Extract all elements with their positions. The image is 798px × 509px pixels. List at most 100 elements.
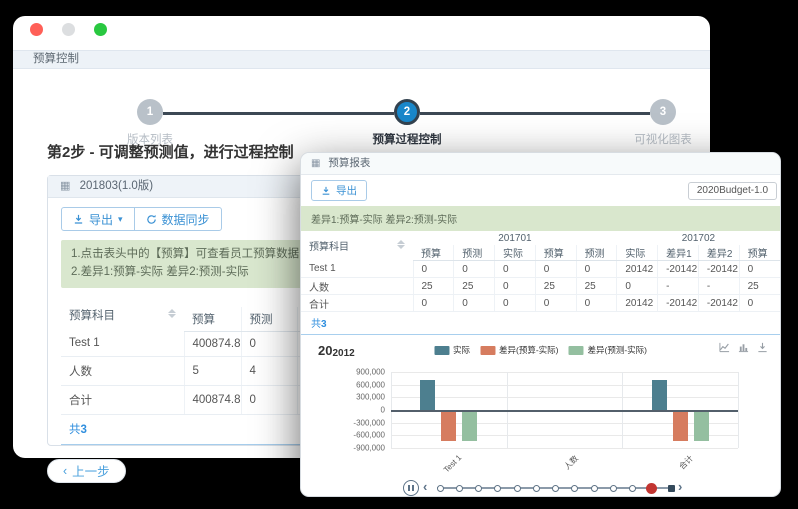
x-axis-label: 人数 <box>561 453 580 472</box>
timeline-node-202005[interactable] <box>513 484 521 492</box>
subject-col-label: 预算科目 <box>69 309 115 322</box>
timeline-label: 汇总 <box>656 496 686 497</box>
timeline-node-202003[interactable] <box>475 484 482 492</box>
timeline-node-202008[interactable] <box>571 484 579 492</box>
timeline: ‹ › 202001202002202003202004202005202006… <box>301 477 780 497</box>
cell-subject: 合计 <box>301 294 413 312</box>
sort-icon[interactable] <box>168 308 176 318</box>
report-column-header[interactable]: 实际 <box>616 245 658 261</box>
export-button[interactable]: 导出 ▾ <box>61 207 135 231</box>
cell-value: -20142 <box>657 294 699 312</box>
cell-value: 0 <box>412 294 454 312</box>
report-column-header[interactable]: 预测 <box>453 245 495 261</box>
prev-step-button[interactable]: ‹ 上一步 <box>47 458 126 483</box>
report-table-body: Test 1 0 0 0 0 0 20142 -20142 -20142 0 人数 25 25 0 25 25… <box>301 260 780 312</box>
timeline-node-202004[interactable] <box>494 484 502 492</box>
cell-value: -20142 <box>697 260 740 278</box>
timeline-label: 202005 <box>502 496 532 497</box>
timeline-node-summary[interactable] <box>667 484 675 492</box>
timeline-label: 202002 <box>444 496 474 497</box>
gridline <box>391 448 738 449</box>
sort-icon[interactable] <box>397 240 405 250</box>
stepper: 1 版本列表 2 预算过程控制 3 可视化图表 <box>13 69 710 146</box>
close-window-button[interactable] <box>30 23 43 36</box>
report-table-row[interactable]: 合计 0 0 0 0 0 20142 -20142 -20142 0 <box>301 294 780 312</box>
period-group-header-201701: 201701 <box>498 232 532 244</box>
cell-value: 0 <box>240 331 297 357</box>
legend-item-2[interactable]: 差异(预测-实际) <box>568 344 647 356</box>
stepper-connector <box>163 112 394 115</box>
timeline-node-202009[interactable] <box>590 484 598 492</box>
cell-value: 0 <box>738 294 780 312</box>
report-table-row[interactable]: 人数 25 25 0 25 25 0- -25 <box>301 277 780 295</box>
timeline-label: 202010 <box>598 496 628 497</box>
report-column-header[interactable]: 实际 <box>494 245 536 261</box>
cell-value: 0 <box>494 294 536 312</box>
report-subheader-row: 预算 预测 实际 预算 预测 实际 差异1 差异2 预算 <box>301 245 780 261</box>
timeline-label: 202003 <box>464 496 494 497</box>
chart-bar-s0-c2[interactable] <box>651 380 667 410</box>
legend-item-0[interactable]: 实际 <box>433 344 470 356</box>
cell-value: 0 <box>453 294 495 312</box>
cell-value: 0 <box>240 385 297 415</box>
timeline-label: 202012 <box>637 496 667 497</box>
zoom-window-button[interactable] <box>94 23 107 36</box>
save-image-icon[interactable] <box>757 342 768 353</box>
chart-bar-s2-c0[interactable] <box>462 410 478 442</box>
cell-value: 0 <box>534 260 577 278</box>
timeline-label: 202004 <box>483 496 513 497</box>
cell-subject: 合计 <box>61 385 184 415</box>
stepper-connector <box>420 112 650 115</box>
legend-item-1[interactable]: 差异(预算-实际) <box>480 344 559 356</box>
app-title: 预算控制 <box>33 53 79 65</box>
report-column-header[interactable]: 预测 <box>575 245 617 261</box>
report-column-header[interactable]: 差异1 <box>657 245 699 261</box>
refresh-icon <box>146 214 156 224</box>
timeline-node-202002[interactable] <box>455 484 463 492</box>
cell-value: 0 <box>494 277 536 295</box>
chart-bar-s0-c0[interactable] <box>420 380 436 410</box>
stepper-step-2[interactable]: 2 <box>394 99 420 125</box>
column-header[interactable]: 预算 <box>184 306 241 332</box>
timeline-label: 202009 <box>579 496 609 497</box>
column-header-subject[interactable]: 预算科目 <box>61 299 184 332</box>
chart-legend: 实际 差异(预算-实际) 差异(预测-实际) <box>433 344 647 356</box>
timeline-node-202011[interactable] <box>629 484 636 492</box>
report-export-button[interactable]: 导出 <box>311 180 367 201</box>
chart-bar-s1-c0[interactable] <box>441 410 457 442</box>
report-column-header[interactable]: 差异2 <box>697 245 740 261</box>
stepper-step-1[interactable]: 1 <box>137 99 163 125</box>
report-column-header[interactable]: 预算 <box>413 245 454 261</box>
timeline-node-current[interactable] <box>646 482 658 494</box>
stepper-step-3[interactable]: 3 <box>650 99 676 125</box>
line-chart-icon[interactable] <box>719 342 730 353</box>
bar-chart-icon[interactable] <box>738 342 749 353</box>
timeline-play-button[interactable] <box>403 480 419 496</box>
version-select[interactable]: 2020Budget-1.0 <box>687 182 777 200</box>
chart-toolbox <box>719 342 768 353</box>
chart-bar-s1-c2[interactable] <box>672 410 688 442</box>
timeline-node-202006[interactable] <box>532 484 540 492</box>
report-column-header[interactable]: 预算 <box>534 245 577 261</box>
y-axis-label: 0 <box>380 405 385 415</box>
timeline-prev-arrow[interactable]: ‹ <box>423 479 428 494</box>
timeline-node-202007[interactable] <box>552 484 559 492</box>
gridline <box>391 384 738 386</box>
report-table-row[interactable]: Test 1 0 0 0 0 0 20142 -20142 -20142 0 <box>301 260 780 278</box>
data-sync-button[interactable]: 数据同步 <box>133 207 222 231</box>
column-header[interactable]: 预测 <box>240 306 297 332</box>
timeline-node-202010[interactable] <box>609 484 617 492</box>
timeline-next-arrow[interactable]: › <box>678 479 683 494</box>
chart-plot: 900,000 600,000 300,000 0 -300,000 -600,000 -9… <box>353 368 739 474</box>
x-axis-label: 合计 <box>677 453 696 472</box>
cell-value: 0 <box>453 260 495 278</box>
report-column-header-subject[interactable]: 预算科目 <box>301 231 413 261</box>
gridline <box>391 397 738 399</box>
timeline-label: 202008 <box>560 496 590 497</box>
minimize-window-button[interactable] <box>62 23 75 36</box>
report-column-header[interactable]: 预算 <box>738 245 780 261</box>
timeline-node-202001[interactable] <box>436 484 444 492</box>
cell-value: 400874.85 <box>183 385 241 415</box>
chart-bar-s2-c2[interactable] <box>693 410 709 442</box>
cell-value: - <box>657 277 699 295</box>
